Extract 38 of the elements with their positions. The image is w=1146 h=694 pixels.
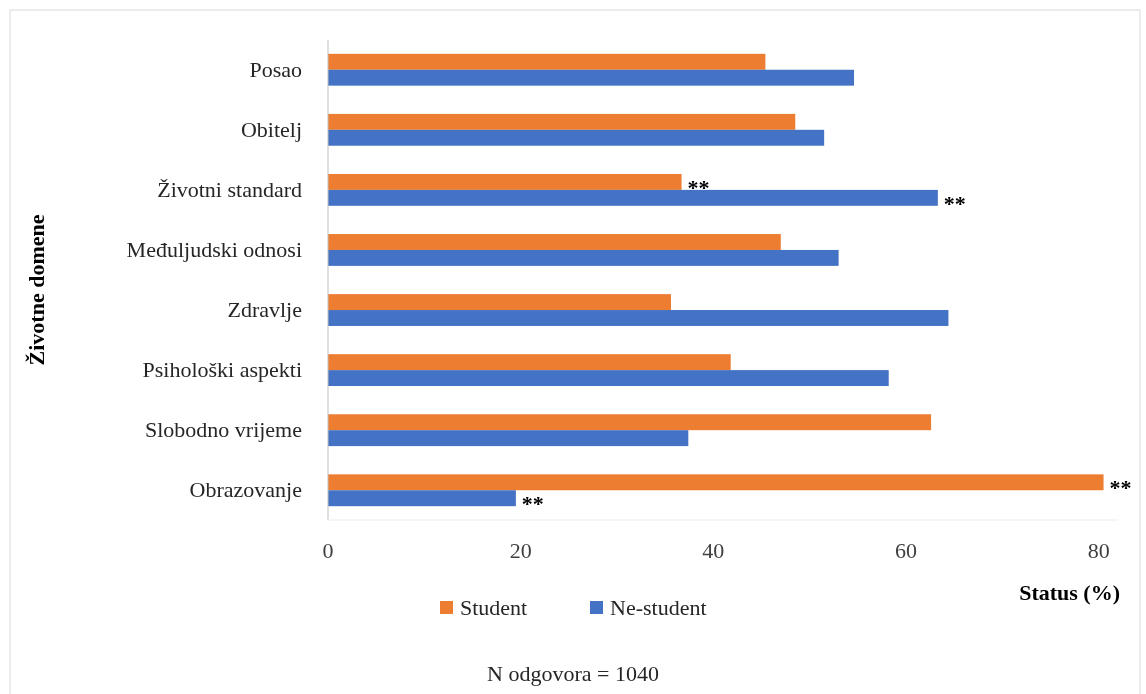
- bar: [328, 234, 781, 250]
- x-tick-label: 20: [509, 538, 532, 563]
- x-tick-label: 60: [895, 538, 918, 563]
- x-axis-title: Status (%): [1019, 580, 1120, 605]
- text: N odgovora = 1040: [487, 661, 659, 686]
- y-tick-label: Psihološki aspekti: [142, 357, 302, 383]
- bar: [328, 173, 682, 190]
- bar: [328, 294, 671, 311]
- bar: [328, 129, 825, 146]
- y-tick-label: Životni standard: [157, 176, 302, 202]
- y-tick-label: Obitelj: [240, 116, 302, 142]
- y-tick-label: Obrazovanje: [189, 477, 302, 503]
- annotation: **: [943, 190, 966, 216]
- annotation: **: [687, 174, 710, 200]
- y-tick-label: Međuljudski odnosi: [126, 236, 302, 262]
- bar: [328, 69, 855, 86]
- legend-label: Student: [460, 595, 528, 620]
- bar: [328, 310, 949, 326]
- y-axis-title: Životne domene: [24, 214, 49, 366]
- y-tick-label: Slobodno vrijeme: [144, 417, 302, 443]
- bar: [328, 53, 766, 70]
- x-tick-label: 0: [322, 538, 334, 563]
- y-tick-label: Posao: [249, 56, 302, 82]
- legend-label: Ne-student: [610, 595, 707, 620]
- x-tick-label: 40: [702, 538, 725, 563]
- y-tick-label: Zdravlje: [227, 297, 302, 323]
- x-tick-label: 80: [1087, 538, 1110, 563]
- bar: [328, 430, 689, 447]
- annotation: **: [1109, 475, 1132, 501]
- bar: [328, 414, 932, 431]
- bar: [328, 113, 796, 130]
- bar: [328, 249, 839, 266]
- annotation: **: [521, 491, 544, 517]
- bar: [328, 189, 938, 206]
- bar: [328, 370, 889, 387]
- bar: [328, 474, 1104, 491]
- bar: [328, 354, 731, 371]
- bar: [328, 490, 516, 507]
